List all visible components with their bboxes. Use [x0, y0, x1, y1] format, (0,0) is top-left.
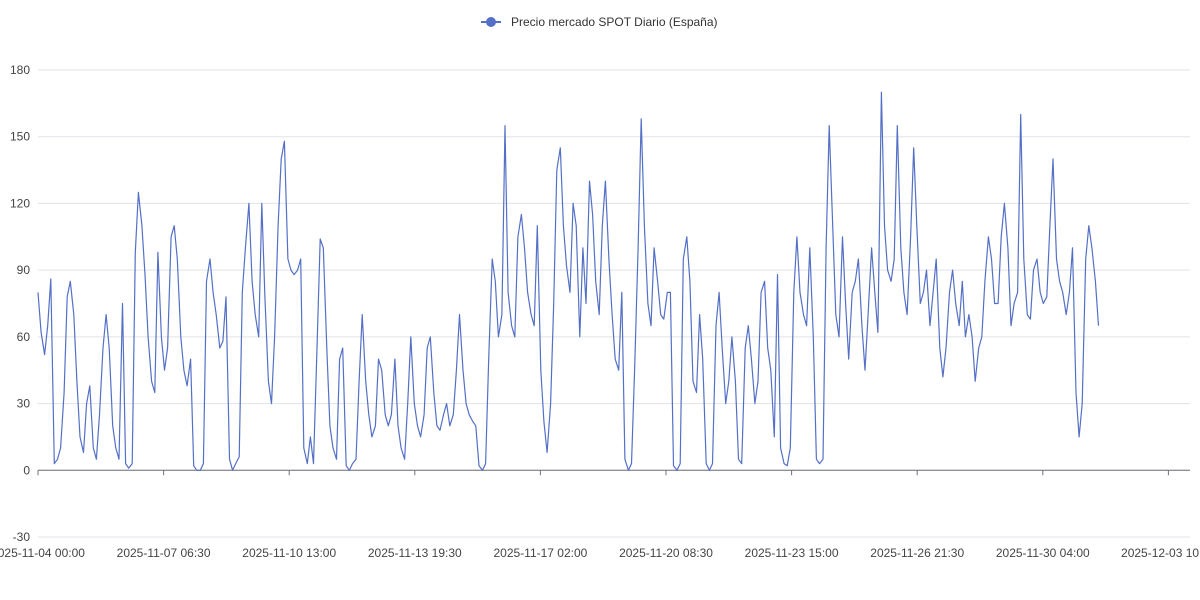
- x-tick-label: 2025-11-04 00:00: [0, 546, 85, 560]
- y-tick-label: 0: [23, 463, 30, 477]
- x-axis: 2025-11-04 00:00 2025-11-07 06:30 2025-11-…: [0, 469, 1200, 560]
- x-tick-label: 2025-11-23 15:00: [745, 546, 839, 560]
- x-tick-label: 2025-11-30 04:00: [996, 546, 1090, 560]
- y-tick-label: 150: [10, 130, 30, 144]
- legend[interactable]: Precio mercado SPOT Diario (España): [481, 15, 718, 29]
- y-tick-label: 90: [17, 263, 31, 277]
- x-tick-label: 2025-11-20 08:30: [619, 546, 713, 560]
- x-tick-label: 2025-11-10 13:00: [242, 546, 336, 560]
- series-line-0[interactable]: [37, 91, 1100, 471]
- y-tick-label: 60: [17, 330, 31, 344]
- series-group: [37, 91, 1100, 471]
- y-axis-labels: -30 0 30 60 90 120 150 180: [10, 63, 30, 544]
- x-tick-label: 2025-11-07 06:30: [117, 546, 211, 560]
- y-tick-label: 180: [10, 63, 30, 77]
- legend-dot-marker: [486, 17, 496, 27]
- x-tick-label: 2025-11-26 21:30: [870, 546, 964, 560]
- x-tick-label: 2025-11-17 02:00: [493, 546, 587, 560]
- y-tick-label: 120: [10, 196, 30, 210]
- y-tick-label: -30: [13, 530, 31, 544]
- x-tick-label: 2025-11-13 19:30: [368, 546, 462, 560]
- x-tick-label: 2025-12-03 10:30: [1121, 546, 1200, 560]
- grid-lines: [38, 69, 1190, 538]
- legend-label: Precio mercado SPOT Diario (España): [511, 15, 718, 29]
- y-tick-label: 30: [17, 397, 31, 411]
